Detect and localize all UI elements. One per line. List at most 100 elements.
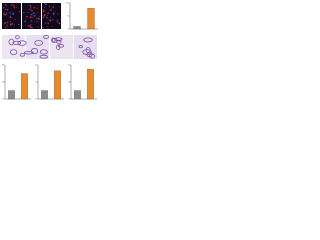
- cell-signal: [6, 21, 9, 24]
- tissue: [19, 53, 25, 57]
- cell-signal: [36, 21, 38, 23]
- cell-signal: [2, 6, 5, 9]
- cell-signal: [31, 10, 33, 12]
- cell-signal: [44, 11, 46, 13]
- y-tick-label: 4: [2, 82, 4, 84]
- cell-signal: [30, 13, 33, 16]
- cell-signal: [18, 11, 20, 13]
- tissue: [30, 48, 39, 55]
- cell-signal: [44, 3, 47, 6]
- cell-signal: [47, 12, 50, 15]
- cell-signal: [25, 19, 27, 21]
- cell-signal: [47, 27, 49, 29]
- cell-signal: [50, 9, 52, 11]
- cell-signal: [5, 12, 8, 15]
- micrograph: [22, 3, 41, 29]
- tissue: [43, 35, 49, 40]
- cell-signal: [31, 26, 34, 29]
- bar: [87, 69, 94, 100]
- cell-signal: [42, 10, 45, 13]
- cell-signal: [46, 26, 48, 28]
- tissue: [23, 51, 34, 55]
- bar: [73, 26, 81, 30]
- cell-signal: [9, 16, 11, 19]
- bar: [74, 90, 81, 100]
- cell-signal: [43, 9, 45, 11]
- tissue: [12, 40, 22, 45]
- figure: 0 5 10 0 4 8 0 3 6 0 4 8: [2, 3, 98, 101]
- tissue: [57, 44, 64, 48]
- cell-signal: [37, 17, 39, 19]
- y-tick-label: 0: [68, 99, 70, 101]
- tissue: [17, 40, 27, 46]
- cell-signal: [52, 19, 54, 21]
- tissue: [78, 45, 83, 49]
- y-tick-label: 6: [35, 65, 37, 67]
- tissue: [39, 49, 48, 55]
- cell-signal: [24, 20, 27, 23]
- cell-signal: [12, 14, 14, 16]
- cell-signal: [17, 23, 20, 26]
- cell-signal: [42, 26, 44, 29]
- cell-signal: [4, 8, 6, 11]
- cell-signal: [8, 11, 10, 13]
- cell-signal: [26, 15, 28, 18]
- cell-signal: [36, 7, 38, 9]
- cell-signal: [13, 24, 15, 26]
- cell-signal: [47, 22, 49, 25]
- cell-signal: [29, 4, 32, 7]
- cell-signal: [30, 19, 33, 22]
- cell-signal: [28, 25, 31, 27]
- cell-signal: [57, 19, 59, 21]
- y-tick-label: 8: [68, 65, 70, 67]
- cell-signal: [48, 5, 51, 7]
- cell-signal: [13, 7, 16, 9]
- cell-signal: [7, 26, 8, 28]
- cell-signal: [14, 18, 16, 20]
- cell-signal: [58, 22, 61, 25]
- cell-signal: [6, 24, 8, 26]
- tissue: [8, 38, 15, 46]
- cell-signal: [30, 9, 32, 11]
- tissue: [83, 37, 93, 43]
- cell-signal: [10, 4, 12, 6]
- cell-signal: [5, 10, 7, 12]
- cell-signal: [10, 24, 12, 26]
- cell-signal: [12, 12, 15, 15]
- cell-signal: [57, 13, 59, 15]
- cell-signal: [12, 5, 15, 7]
- cell-signal: [53, 5, 54, 7]
- cell-signal: [36, 13, 38, 15]
- y-tick-label: 0: [35, 99, 37, 101]
- cell-signal: [32, 12, 34, 14]
- cell-signal: [46, 14, 48, 16]
- cell-signal: [51, 26, 53, 28]
- cell-signal: [52, 12, 55, 15]
- cell-signal: [4, 22, 7, 24]
- bar: [21, 73, 28, 100]
- tissue: [56, 44, 61, 50]
- cell-signal: [10, 16, 12, 18]
- cell-signal: [36, 18, 38, 20]
- y-tick-label: 0: [67, 29, 69, 31]
- cell-signal: [33, 6, 36, 9]
- cell-signal: [5, 26, 7, 29]
- histology-image: [74, 35, 97, 59]
- cell-signal: [50, 16, 51, 18]
- bar: [41, 90, 48, 100]
- cell-signal: [28, 4, 30, 6]
- cell-signal: [11, 23, 14, 25]
- tissue: [39, 54, 48, 59]
- micrograph: [42, 3, 61, 29]
- cell-signal: [42, 15, 44, 17]
- y-tick-label: 4: [68, 82, 70, 84]
- cell-signal: [53, 3, 55, 5]
- cell-signal: [3, 11, 5, 14]
- cell-signal: [43, 14, 46, 16]
- cell-signal: [45, 22, 47, 24]
- y-tick-label: 10: [66, 3, 69, 5]
- cell-signal: [23, 11, 25, 14]
- cell-signal: [6, 8, 9, 11]
- cell-signal: [3, 13, 5, 15]
- y-tick-label: 0: [2, 99, 4, 101]
